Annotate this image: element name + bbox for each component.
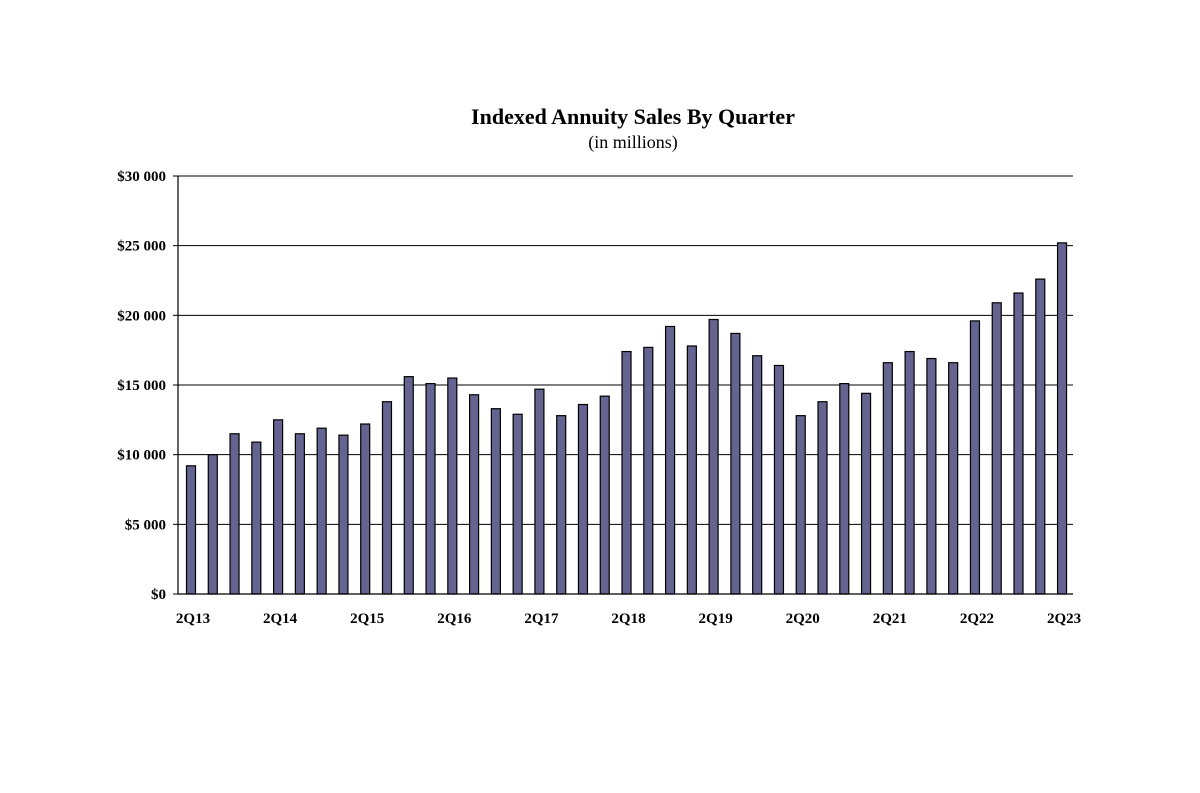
bar-1Q16 [425, 383, 436, 595]
y-tick-labels: $0 $5 000 $10 000 $15 000 $20 000 $25 000 $30 … [117, 169, 166, 603]
bar-3Q14 [294, 433, 305, 595]
bar-2Q18 [621, 350, 632, 595]
x-tick-label: 2Q23 [1047, 611, 1081, 627]
bar-1Q19 [686, 345, 697, 595]
bar-1Q15 [338, 434, 349, 595]
bar-4Q17 [577, 403, 589, 595]
x-tick-label: 2Q16 [437, 611, 472, 627]
bar-1Q21 [860, 392, 872, 595]
bar-2Q14 [273, 419, 284, 595]
x-tick-label: 2Q20 [786, 611, 820, 627]
y-tick-label: $0 [151, 587, 166, 603]
bar-3Q16 [468, 394, 480, 595]
bar-4Q21 [926, 357, 937, 595]
bar-3Q20 [817, 401, 828, 595]
bar-2Q23 [1056, 242, 1068, 595]
bar-3Q18 [643, 346, 654, 595]
bar-2Q19 [708, 318, 719, 595]
bar-4Q15 [403, 376, 414, 595]
bar-3Q22 [991, 302, 1002, 595]
x-tick-label: 2Q15 [350, 611, 384, 627]
axes [173, 175, 1073, 595]
bar-1Q18 [599, 395, 610, 595]
bar-1Q23 [1035, 278, 1046, 595]
bar-4Q16 [490, 408, 501, 595]
bar-2Q16 [447, 377, 458, 595]
bar-3Q15 [381, 401, 393, 595]
y-tick-label: $20 000 [117, 308, 166, 324]
chart-title: Indexed Annuity Sales By Quarter [471, 104, 795, 129]
bar-2Q20 [795, 415, 806, 595]
bar-4Q22 [1013, 292, 1024, 595]
x-tick-labels: 2Q13 2Q14 2Q15 2Q16 2Q17 2Q18 2Q19 2Q20 2Q21 2Q22… [176, 611, 1081, 627]
bar-2Q13 [185, 465, 197, 595]
x-tick-label: 2Q19 [699, 611, 733, 627]
bar-3Q21 [904, 350, 915, 595]
bar-3Q17 [556, 415, 567, 595]
bar-2Q22 [969, 320, 981, 595]
x-tick-label: 2Q21 [873, 611, 907, 627]
y-tick-label: $10 000 [117, 448, 166, 464]
bar-4Q13 [229, 433, 240, 595]
x-tick-label: 2Q18 [611, 611, 645, 627]
bars [185, 242, 1068, 595]
y-tick-label: $30 000 [117, 169, 166, 185]
x-tick-label: 2Q14 [263, 611, 298, 627]
bar-4Q18 [664, 325, 676, 595]
bar-4Q19 [752, 355, 763, 595]
x-tick-label: 2Q13 [176, 611, 210, 627]
x-tick-label: 2Q22 [960, 611, 994, 627]
bar-2Q21 [882, 362, 893, 595]
y-tick-label: $15 000 [117, 378, 166, 394]
bar-1Q22 [948, 362, 959, 595]
bar-2Q15 [360, 423, 371, 595]
bar-1Q14 [251, 441, 262, 595]
chart-subtitle: (in millions) [588, 132, 678, 152]
bar-1Q17 [512, 413, 523, 595]
x-tick-label: 2Q17 [524, 611, 559, 627]
bar-3Q13 [207, 454, 218, 595]
bar-4Q14 [316, 427, 327, 595]
y-tick-label: $25 000 [117, 239, 166, 255]
bar-4Q20 [839, 383, 850, 595]
bar-2Q17 [534, 388, 545, 595]
bar-3Q19 [730, 332, 741, 595]
y-tick-label: $5 000 [125, 517, 166, 533]
bar-1Q20 [773, 364, 785, 595]
